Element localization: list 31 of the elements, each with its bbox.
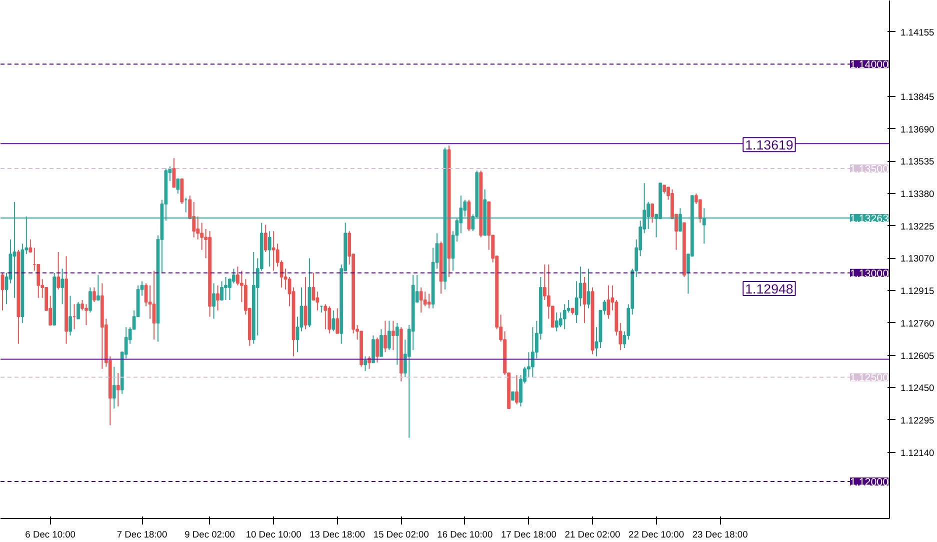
x-tick-label: 22 Dec 10:00 <box>628 530 684 540</box>
y-tick-label: 1.13690 <box>900 124 934 134</box>
annotation: 1.13619 <box>745 138 794 153</box>
x-tick-label: 13 Dec 18:00 <box>310 530 366 540</box>
ref-line-label: 1.13263 <box>850 212 889 225</box>
ref-line-label: 1.12000 <box>850 476 889 489</box>
x-tick-label: 17 Dec 18:00 <box>500 530 556 540</box>
x-tick-label: 10 Dec 10:00 <box>246 530 302 540</box>
x-tick-label: 7 Dec 18:00 <box>116 530 168 540</box>
y-tick-label: 1.12295 <box>900 415 934 426</box>
ref-line-label: 1.13000 <box>850 268 889 280</box>
annotation: 1.12948 <box>745 282 794 296</box>
y-tick-label: 1.13380 <box>900 189 934 200</box>
x-tick-label: 16 Dec 10:00 <box>437 530 493 540</box>
x-tick-label: 15 Dec 02:00 <box>373 530 429 540</box>
y-tick-label: 1.13845 <box>900 92 934 102</box>
y-tick-label: 1.12605 <box>900 350 934 361</box>
ref-line-label: 1.12500 <box>850 372 889 384</box>
x-tick-label: 23 Dec 18:00 <box>692 530 748 540</box>
y-tick-label: 1.12915 <box>900 286 934 296</box>
y-tick-label: 1.13070 <box>900 254 934 264</box>
y-tick-label: 1.13225 <box>900 221 934 232</box>
x-tick-label: 6 Dec 10:00 <box>25 530 76 540</box>
y-tick-label: 1.13535 <box>900 156 934 167</box>
y-tick-label: 1.14155 <box>900 27 934 38</box>
x-tick-label: 9 Dec 02:00 <box>184 530 235 540</box>
y-tick-label: 1.12760 <box>900 318 934 328</box>
ref-line-label: 1.13500 <box>850 164 889 176</box>
y-tick-label: 1.12140 <box>900 448 934 458</box>
x-tick-label: 21 Dec 02:00 <box>564 530 620 540</box>
y-tick-label: 1.12450 <box>900 383 934 394</box>
